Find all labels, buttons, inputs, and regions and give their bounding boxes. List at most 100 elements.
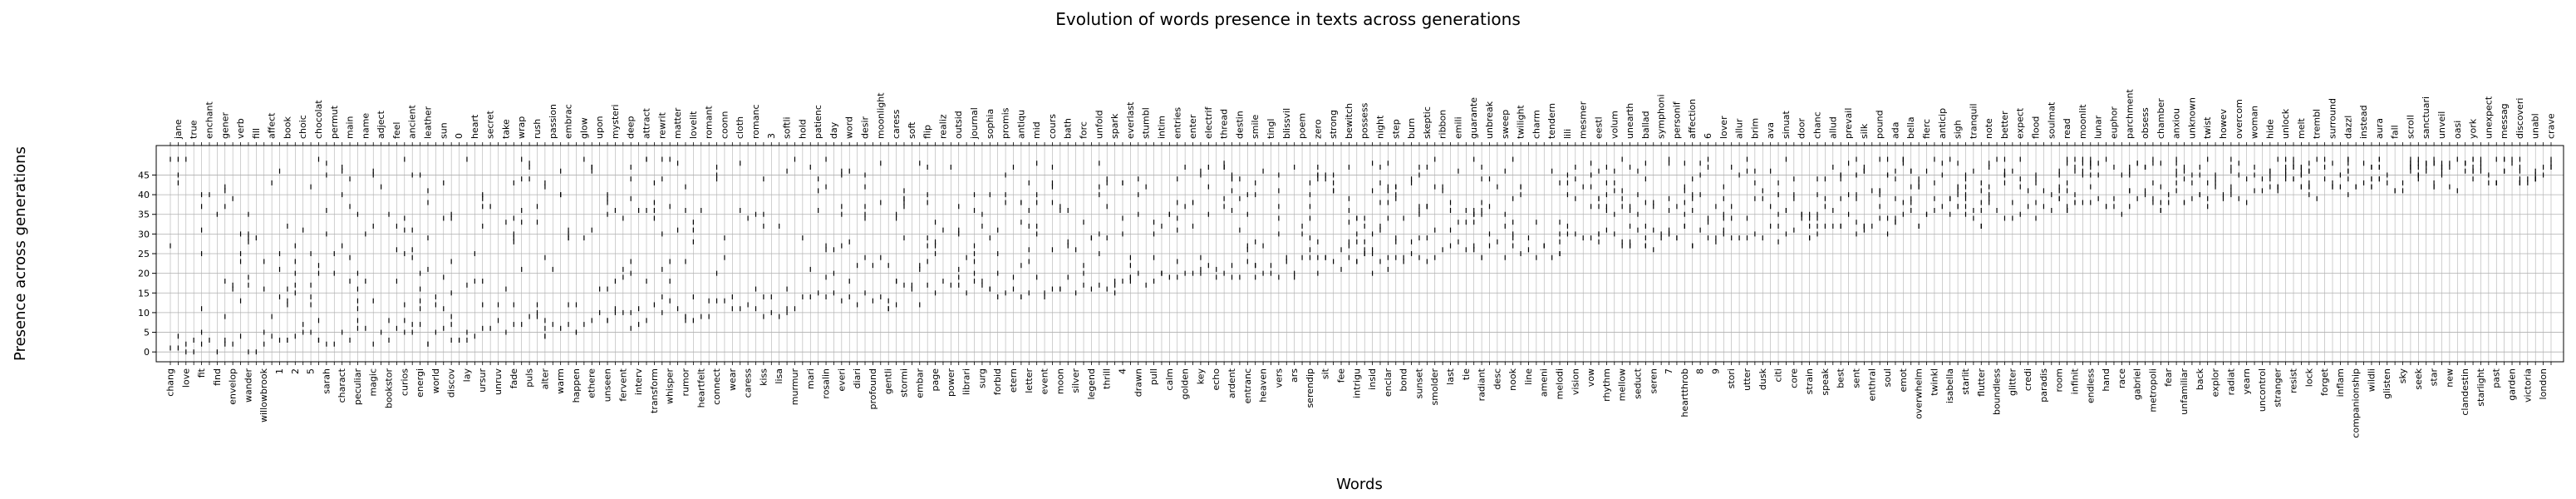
x-tick-label-top: surround (2327, 98, 2338, 139)
x-tick-label-top: burn (1406, 118, 1417, 139)
x-tick-label-bottom: fade (509, 368, 519, 389)
x-tick-label-bottom: core (1788, 368, 1799, 388)
x-tick-label-bottom: garden (2507, 368, 2518, 401)
x-tick-label-top: embrac (563, 104, 574, 139)
x-tick-label-bottom: legend (1086, 368, 1097, 400)
x-tick-label-bottom: wander (243, 368, 253, 403)
x-tick-label-top: lovelit (688, 111, 699, 139)
x-tick-label-bottom: uncontrol (2257, 368, 2268, 412)
x-tick-label-top: aura (2374, 118, 2385, 139)
x-tick-label-bottom: metropoli (2147, 368, 2158, 413)
x-tick-label-bottom: ardent (1227, 368, 1237, 398)
x-tick-label-bottom: echo (1211, 368, 1222, 391)
x-tick-label-bottom: curios (399, 368, 410, 396)
x-tick-label-bottom: starlight (2475, 368, 2486, 406)
x-tick-label-bottom: key (1195, 368, 1206, 385)
x-tick-label-bottom: sunset (1413, 368, 1424, 398)
x-tick-label-top: book (282, 116, 293, 139)
x-tick-label-bottom: chang (165, 368, 176, 397)
x-tick-label-bottom: intrigu (1351, 368, 1362, 398)
x-tick-label-top: symphoni (1656, 94, 1667, 139)
x-tick-label-bottom: vision (1570, 368, 1581, 395)
x-tick-label-top: strong (1328, 110, 1339, 139)
x-tick-label-top: flip (922, 125, 933, 139)
x-tick-label-bottom: ars (1289, 368, 1300, 383)
x-tick-label-top: twilight (1516, 105, 1526, 139)
x-tick-label-bottom: ursur (477, 368, 488, 393)
x-tick-label-bottom: sent (1851, 368, 1861, 388)
x-tick-label-bottom: 9 (1710, 368, 1721, 374)
x-tick-label-bottom: alter (539, 368, 550, 390)
x-tick-label-top: 3 (766, 133, 777, 139)
x-tick-label-top: pound (1875, 110, 1885, 139)
x-tick-label-bottom: glisten (2382, 368, 2392, 399)
x-tick-label-top: journal (969, 107, 980, 140)
x-tick-label-top: destin (1234, 111, 1245, 139)
x-tick-label-bottom: back (2195, 368, 2205, 390)
x-tick-label-bottom: mari (805, 368, 816, 389)
x-tick-label-top: softli (782, 116, 793, 139)
x-tick-label-bottom: new (2444, 368, 2455, 388)
x-tick-label-top: dazzl (2342, 116, 2353, 139)
x-tick-label-bottom: lock (2303, 368, 2314, 387)
x-tick-label-bottom: energi (415, 368, 425, 398)
x-tick-label-bottom: dusk (1757, 368, 1768, 390)
x-tick-label-top: affection (1687, 99, 1698, 139)
x-tick-label-bottom: star (2429, 368, 2440, 387)
x-tick-label-bottom: gabriel (2132, 368, 2143, 400)
x-tick-label-bottom: warm (555, 368, 566, 394)
x-tick-label-bottom: last (1445, 368, 1456, 385)
x-tick-label-top: unveil (2436, 111, 2447, 139)
x-tick-label-bottom: speak (1820, 368, 1831, 395)
x-tick-label-top: allur (1734, 118, 1745, 139)
x-tick-label-top: poem (1297, 113, 1308, 139)
x-tick-label-top: coonn (719, 111, 730, 139)
x-tick-label-bottom: clandestin (2460, 368, 2470, 416)
x-tick-label-top: bewitch (1344, 103, 1354, 139)
x-tick-label-bottom: unruv (493, 368, 504, 395)
x-tick-label-top: stumbl (1141, 107, 1152, 139)
x-tick-label-bottom: resist (2288, 368, 2299, 393)
x-tick-label-top: desir (860, 116, 871, 139)
x-tick-label-top: thread (1219, 109, 1230, 139)
x-tick-label-top: permut (329, 105, 340, 139)
x-tick-label-top: promis (1000, 107, 1011, 139)
x-tick-label-top: overcom (2234, 99, 2244, 139)
x-tick-label-top: feel (391, 122, 402, 139)
y-tick-label: 45 (138, 170, 150, 180)
x-tick-label-bottom: wear (727, 368, 738, 392)
x-tick-label-bottom: paradis (2038, 368, 2049, 403)
x-tick-label-top: instead (2358, 105, 2369, 139)
x-tick-label-bottom: past (2491, 368, 2502, 388)
x-tick-label-bottom: pull (1148, 368, 1159, 385)
x-tick-label-bottom: fervent (617, 368, 628, 401)
x-tick-label-bottom: 8 (1695, 368, 1706, 374)
x-tick-label-bottom: unfamiliar (2179, 368, 2190, 415)
x-tick-label-top: woman (2249, 106, 2260, 139)
x-tick-label-top: secret (485, 110, 496, 139)
x-tick-label-top: enter (1187, 114, 1198, 139)
x-tick-label-top: smile (1250, 114, 1261, 139)
x-tick-label-top: tendern (1546, 103, 1557, 139)
x-tick-label-top: sanctuari (2421, 96, 2431, 139)
x-tick-label-bottom: melodi (1555, 368, 1566, 399)
x-tick-label-top: trembl (2312, 109, 2323, 139)
x-tick-label-bottom: emot (1898, 368, 1909, 392)
x-tick-label-top: euphor (2108, 106, 2119, 139)
x-tick-label-bottom: endless (2085, 368, 2096, 403)
y-tick-label: 35 (138, 210, 150, 220)
x-tick-label-bottom: ethere (587, 368, 597, 398)
x-tick-label-top: verb (235, 118, 246, 139)
x-tick-label-bottom: credi (2023, 368, 2033, 391)
x-tick-label-top: day (828, 121, 839, 139)
x-tick-label-bottom: smolder (1429, 368, 1440, 406)
x-tick-label-bottom: rhythm (1601, 368, 1612, 402)
x-tick-label-bottom: stranger (2273, 368, 2283, 408)
x-tick-label-bottom: world (430, 368, 441, 393)
x-tick-label-bottom: hand (2101, 368, 2111, 392)
x-tick-label-top: crave (2546, 113, 2557, 139)
x-tick-label-top: jane (173, 119, 184, 140)
x-tick-label-bottom: race (2116, 368, 2127, 388)
x-tick-label-bottom: room (2054, 368, 2065, 392)
y-axis-label: Presence across generations (12, 146, 29, 361)
